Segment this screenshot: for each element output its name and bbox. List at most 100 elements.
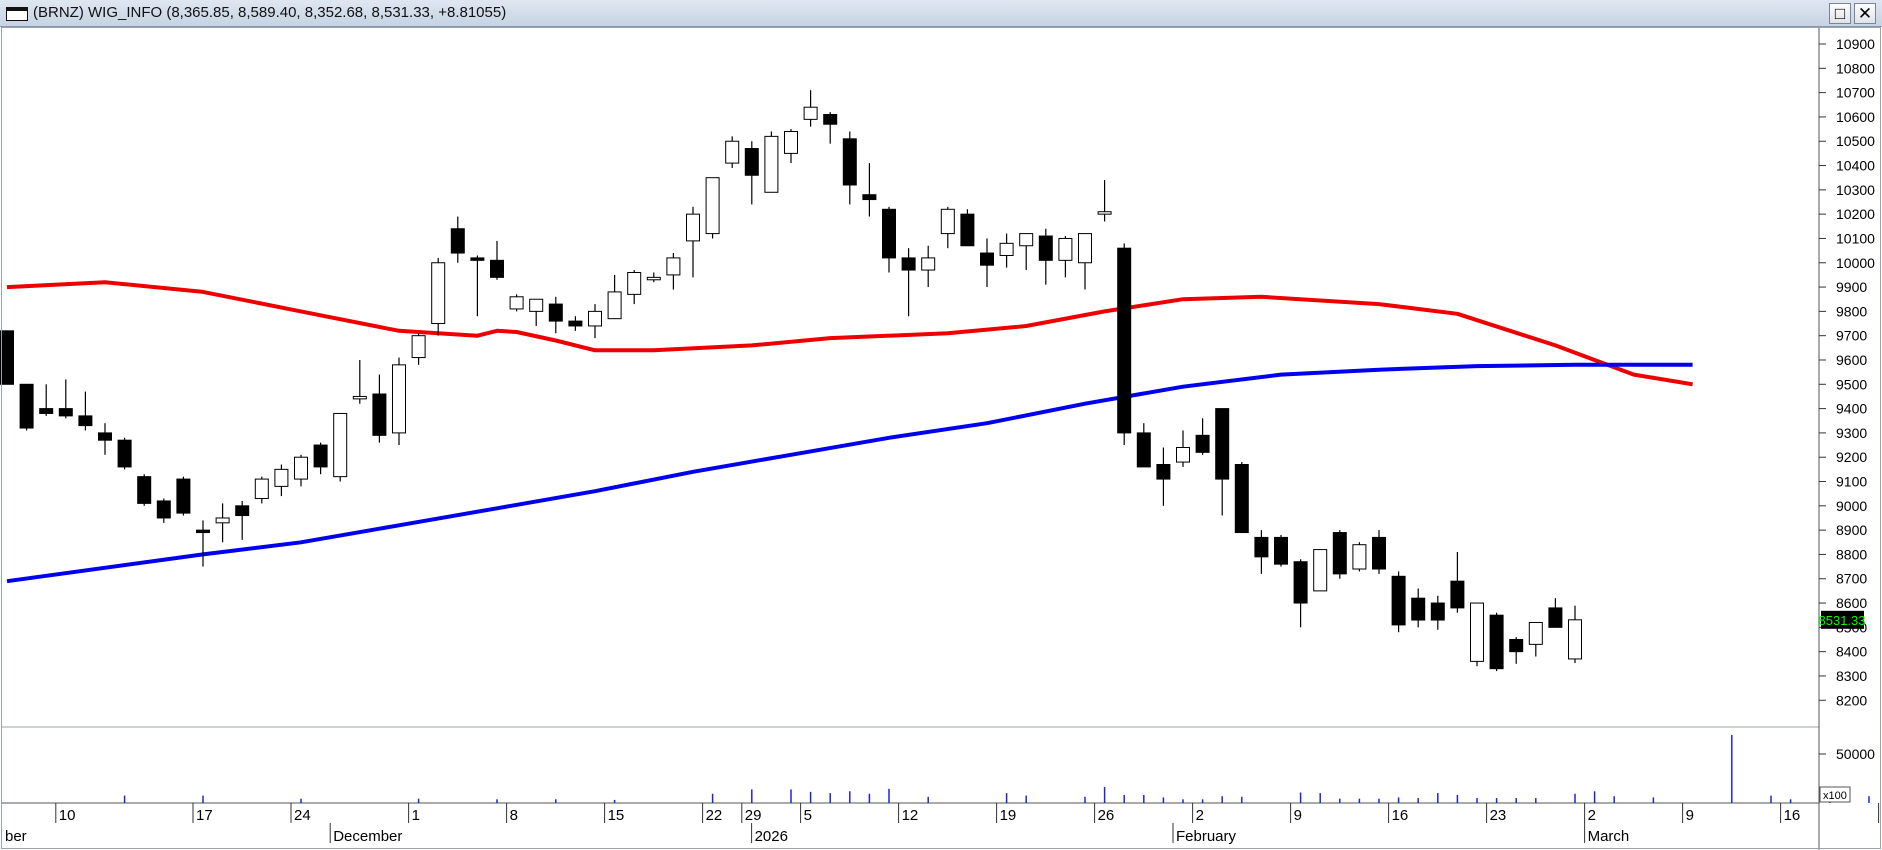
price-tick-label: 10700 (1836, 85, 1875, 101)
candle-body (1254, 536, 1269, 558)
candle (352, 359, 367, 404)
candle (529, 298, 544, 326)
candle (1372, 530, 1386, 574)
candle (627, 270, 642, 305)
day-tick-label: 9 (1294, 807, 1302, 824)
candle-body (137, 476, 152, 504)
day-tick-label: 2 (1196, 807, 1204, 824)
candle (1411, 588, 1426, 628)
candle (764, 131, 779, 193)
candle-body (1352, 544, 1367, 570)
candle-body (78, 415, 93, 427)
candle (588, 304, 602, 339)
candle (215, 503, 230, 543)
price-tick-label: 10400 (1836, 158, 1875, 174)
candle (235, 500, 250, 540)
candle-body (588, 310, 602, 327)
month-label: March (1588, 828, 1630, 845)
maximize-button[interactable]: □ (1829, 3, 1851, 24)
candle-body (1470, 602, 1484, 662)
candle (823, 112, 838, 144)
candle-body (176, 478, 191, 514)
day-tick-label: 17 (196, 807, 213, 824)
candle-body (568, 320, 583, 327)
candle (1548, 598, 1563, 628)
price-tick-label: 9900 (1836, 279, 1867, 295)
day-tick-label: 2 (1588, 807, 1596, 824)
candle-body (156, 500, 171, 519)
candle (490, 240, 504, 280)
day-tick-label: 10 (59, 807, 76, 824)
candle-body (725, 140, 740, 164)
price-tick-label: 8300 (1836, 668, 1867, 684)
candle (294, 454, 308, 487)
candle (1215, 408, 1230, 516)
candle-body (98, 432, 112, 441)
last-price-tag: 8531.33 (1819, 610, 1866, 629)
candle-body (960, 213, 975, 247)
candle (1156, 447, 1171, 506)
candle (1078, 233, 1092, 290)
candle (862, 163, 877, 217)
ma-short-line (6, 280, 1693, 387)
close-button[interactable]: ✕ (1854, 3, 1876, 24)
candle-body (1176, 446, 1190, 463)
candle-body (215, 517, 230, 524)
candle-body (921, 257, 936, 271)
candle (0, 330, 14, 385)
candle (784, 129, 798, 164)
price-tick-label: 9100 (1836, 474, 1867, 490)
candle-body (450, 228, 465, 254)
candle-body (117, 439, 132, 468)
volume-axis-label: 50000 (1836, 746, 1875, 762)
candle-body (411, 335, 426, 359)
candle-body (254, 478, 269, 500)
candle (1528, 621, 1543, 657)
candle-body (646, 276, 661, 281)
candle-body (372, 393, 387, 436)
price-tick-label: 9500 (1836, 376, 1867, 392)
candle-body (1411, 597, 1426, 621)
candle (156, 498, 171, 523)
candle-body (901, 257, 916, 271)
candle (450, 216, 465, 263)
candle-body (686, 213, 700, 242)
price-tick-label: 8700 (1836, 571, 1867, 587)
price-tick-label: 8800 (1836, 546, 1867, 562)
price-tick-label: 10500 (1836, 133, 1875, 149)
day-tick-label: 15 (608, 807, 625, 824)
volume-axis: 50000 x100 (1819, 746, 1875, 803)
candle-body (1313, 549, 1328, 592)
candle (1450, 552, 1465, 613)
candle (882, 206, 896, 273)
month-label: 2026 (755, 828, 788, 845)
price-tick-label: 8600 (1836, 595, 1867, 611)
candle-body (1136, 432, 1151, 468)
candle-body (1234, 464, 1249, 534)
title-bar: (BRNZ) WIG_INFO (8,365.85, 8,589.40, 8,3… (0, 0, 1882, 27)
candle (1313, 549, 1328, 592)
candle (1430, 595, 1445, 630)
month-label: December (333, 828, 402, 845)
price-tick-label: 10600 (1836, 109, 1875, 125)
candle (372, 374, 387, 443)
candle-body (823, 114, 838, 125)
price-chart[interactable]: 10900 10800 10700 10600 10500 10400 10300 10200… (0, 27, 1882, 850)
candle (1234, 462, 1249, 534)
candle (1176, 430, 1190, 467)
candle-body (1293, 561, 1308, 604)
candle-body (980, 252, 994, 266)
day-tick-label: 5 (804, 807, 812, 824)
window-icon (6, 7, 28, 21)
candle (411, 333, 426, 365)
candle (646, 272, 661, 283)
candle (1274, 534, 1288, 567)
candle-body (999, 242, 1014, 256)
candle-body (1058, 237, 1073, 261)
candle (901, 248, 916, 317)
day-tick-label: 12 (902, 807, 919, 824)
candle (1254, 530, 1269, 574)
candle-body (627, 271, 642, 295)
candle (1352, 542, 1367, 572)
price-tick-label: 10800 (1836, 60, 1875, 76)
